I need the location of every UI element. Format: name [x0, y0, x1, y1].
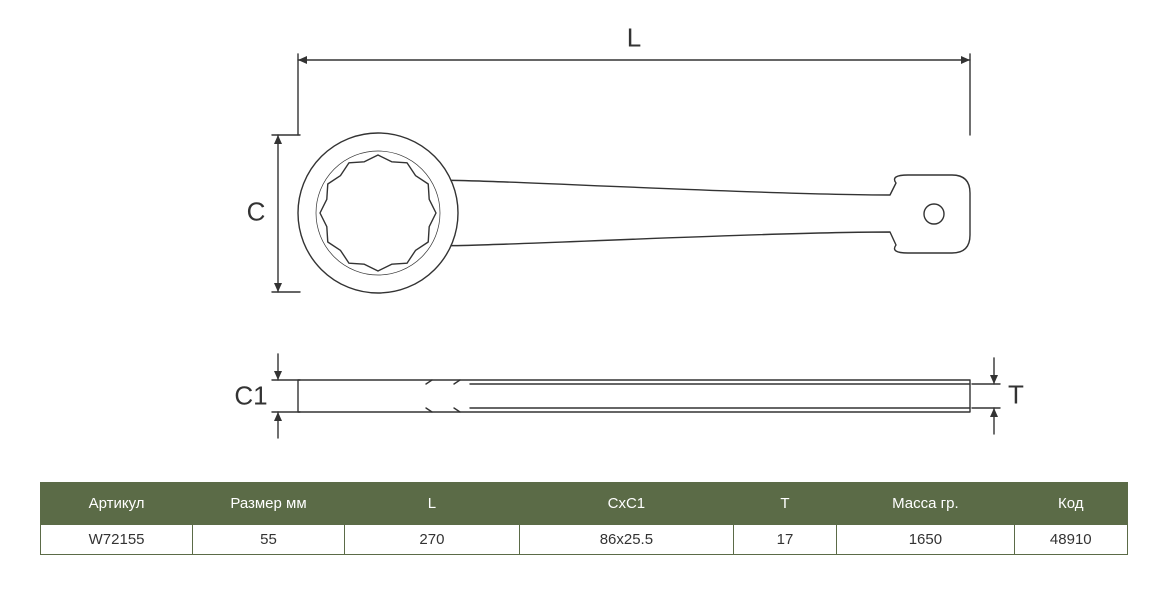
table-col-CxC1: СxС1 — [519, 483, 733, 525]
table-col-L: L — [344, 483, 519, 525]
dim-label-C: C — [247, 197, 266, 228]
cell-code: 48910 — [1014, 525, 1127, 555]
table-col-size: Размер мм — [193, 483, 345, 525]
cell-T: 17 — [733, 525, 836, 555]
cell-mass: 1650 — [837, 525, 1014, 555]
spec-table: АртикулРазмер ммLСxС1TМасса гр.Код W7215… — [40, 482, 1128, 555]
table-col-article: Артикул — [41, 483, 193, 525]
table-row: W721555527086x25.517165048910 — [41, 525, 1128, 555]
table-header-row: АртикулРазмер ммLСxС1TМасса гр.Код — [41, 483, 1128, 525]
table-col-T: T — [733, 483, 836, 525]
cell-CxC1: 86x25.5 — [519, 525, 733, 555]
technical-drawing — [0, 0, 1168, 470]
table-col-code: Код — [1014, 483, 1127, 525]
cell-article: W72155 — [41, 525, 193, 555]
dim-label-C1: C1 — [234, 381, 267, 412]
cell-size: 55 — [193, 525, 345, 555]
dim-label-T: T — [1008, 380, 1024, 411]
cell-L: 270 — [344, 525, 519, 555]
dim-label-L: L — [627, 23, 641, 54]
table-col-mass: Масса гр. — [837, 483, 1014, 525]
